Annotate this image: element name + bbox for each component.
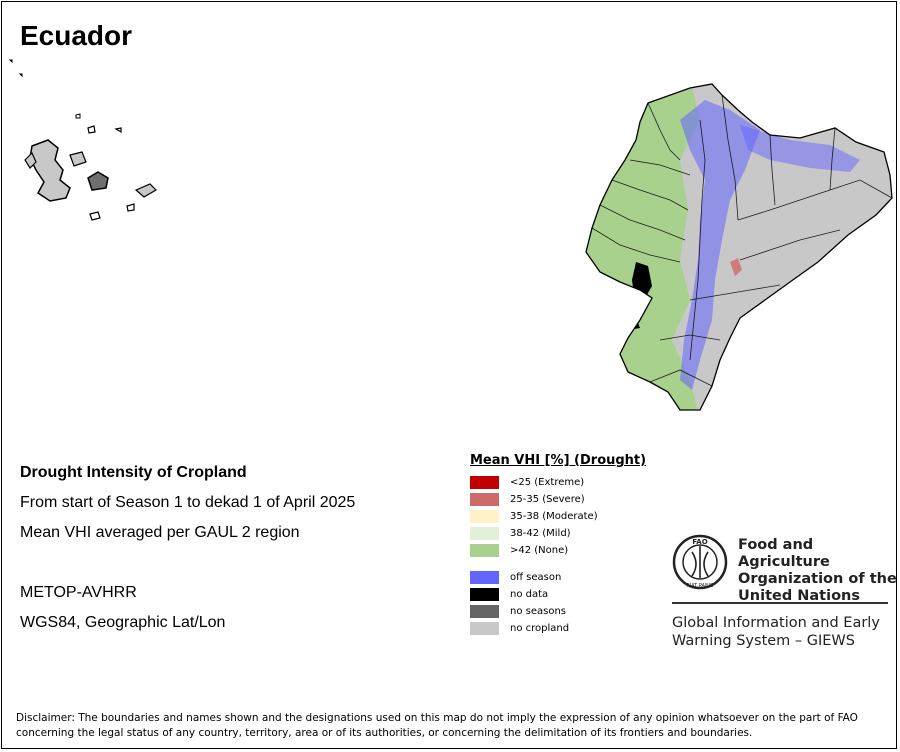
island-floreana	[89, 211, 101, 221]
fao-logo-letters: FAO	[692, 538, 707, 546]
legend-swatch	[470, 571, 499, 584]
legend-label: 25-35 (Severe)	[510, 494, 585, 505]
legend-label: no cropland	[510, 623, 570, 634]
fao-divider	[672, 602, 888, 604]
legend-label: no data	[510, 589, 549, 600]
severe-drought-spot	[730, 258, 742, 276]
map-sensor: METOP-AVHRR	[20, 584, 137, 601]
country-title: Ecuador	[20, 20, 133, 51]
ecuador-mainland	[585, 83, 893, 411]
legend-swatch	[470, 527, 499, 540]
fao-organization-name: Food and Agriculture Organization of the…	[738, 537, 897, 604]
info-spacer	[20, 548, 355, 578]
legend-swatch	[470, 476, 499, 489]
legend-swatch	[470, 622, 499, 635]
legend-swatch	[470, 588, 499, 601]
legend-label: >42 (None)	[510, 545, 569, 556]
island-marchena	[114, 127, 122, 134]
legend-label: <25 (Extreme)	[510, 477, 585, 488]
andean-off-season	[680, 100, 760, 390]
legend-item-none: >42 (None)	[470, 542, 646, 559]
galapagos-islands	[8, 59, 157, 221]
legend-swatch	[470, 605, 499, 618]
legend-label: 35-38 (Moderate)	[510, 511, 598, 522]
map-projection: WGS84, Geographic Lat/Lon	[20, 614, 226, 631]
island-darwin	[8, 59, 13, 64]
mainland-outline	[585, 83, 893, 411]
legend-label: 38-42 (Mild)	[510, 528, 571, 539]
island-pinta	[87, 125, 96, 134]
map-method: Mean VHI averaged per GAUL 2 region	[20, 524, 300, 541]
legend-item-severe: 25-35 (Severe)	[470, 491, 646, 508]
legend-swatch	[470, 510, 499, 523]
disclaimer: Disclaimer: The boundaries and names sho…	[16, 712, 858, 739]
giews-label: Global Information and Early Warning Sys…	[672, 615, 880, 649]
legend-swatch	[470, 544, 499, 557]
island-santa-cruz	[87, 171, 109, 191]
map-info: Drought Intensity of Cropland From start…	[20, 458, 355, 638]
island-fernandina	[24, 151, 37, 169]
legend: Mean VHI [%] (Drought) <25 (Extreme) 25-…	[470, 453, 646, 637]
legend-item-extreme: <25 (Extreme)	[470, 474, 646, 491]
legend-spacer	[470, 559, 646, 569]
admin-boundaries	[591, 94, 893, 387]
island-isabela	[29, 139, 71, 202]
island-genovesa	[75, 113, 81, 119]
island-wolf	[18, 73, 23, 78]
legend-item-no-data: no data	[470, 586, 646, 603]
map-main-title: Drought Intensity of Cropland	[20, 464, 247, 481]
legend-item-mild: 38-42 (Mild)	[470, 525, 646, 542]
map-canvas	[8, 59, 893, 411]
legend-classes: <25 (Extreme) 25-35 (Severe) 35-38 (Mode…	[470, 474, 646, 559]
map-period: From start of Season 1 to dekad 1 of Apr…	[20, 494, 356, 511]
legend-title: Mean VHI [%] (Drought)	[470, 453, 647, 468]
legend-swatch	[470, 493, 499, 506]
legend-item-no-seasons: no seasons	[470, 603, 646, 620]
legend-item-no-cropland: no cropland	[470, 620, 646, 637]
fao-logo-icon: FAO FIAT PANIS	[672, 534, 728, 590]
legend-label: off season	[510, 572, 562, 583]
island-santiago	[69, 151, 87, 167]
island-santa-fe	[126, 203, 135, 212]
fao-logo-motto: FIAT PANIS	[687, 583, 714, 589]
legend-item-moderate: 35-38 (Moderate)	[470, 508, 646, 525]
legend-label: no seasons	[510, 606, 567, 617]
legend-item-off-season: off season	[470, 569, 646, 586]
legend-other: off season no data no seasons no croplan…	[470, 569, 646, 637]
island-san-cristobal	[134, 183, 157, 198]
